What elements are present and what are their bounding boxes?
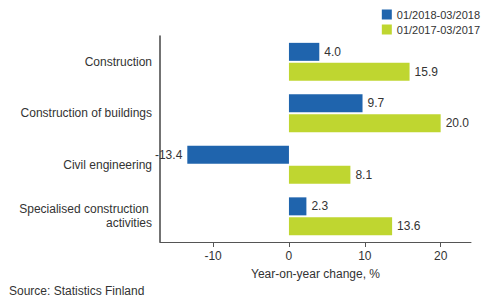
svg-text:13.6: 13.6 <box>397 219 421 233</box>
svg-text:Construction of buildings: Construction of buildings <box>21 106 152 120</box>
svg-text:9.7: 9.7 <box>368 96 385 110</box>
svg-text:2.3: 2.3 <box>311 199 328 213</box>
svg-text:01/2018-03/2018: 01/2018-03/2018 <box>397 9 480 21</box>
svg-text:-10: -10 <box>204 249 222 263</box>
svg-text:Source: Statistics Finland: Source: Statistics Finland <box>9 284 144 298</box>
svg-text:-13.4: -13.4 <box>155 148 183 162</box>
svg-text:Civil engineering: Civil engineering <box>63 158 152 172</box>
svg-text:20: 20 <box>434 249 448 263</box>
svg-text:8.1: 8.1 <box>355 168 372 182</box>
svg-text:4.0: 4.0 <box>324 45 341 59</box>
svg-text:activities: activities <box>106 216 152 230</box>
svg-text:01/2017-03/2017: 01/2017-03/2017 <box>397 24 480 36</box>
svg-text:Construction: Construction <box>85 55 152 69</box>
svg-text:15.9: 15.9 <box>415 65 439 79</box>
svg-text:10: 10 <box>358 249 372 263</box>
svg-text:Year-on-year change, %: Year-on-year change, % <box>251 267 380 281</box>
svg-text:0: 0 <box>286 249 293 263</box>
svg-text:Specialised construction: Specialised construction <box>19 202 152 216</box>
svg-text:20.0: 20.0 <box>446 116 470 130</box>
